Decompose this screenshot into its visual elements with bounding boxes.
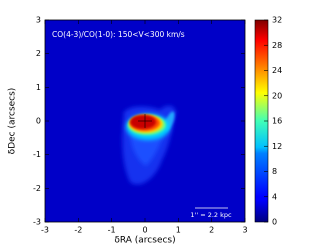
colorbar-tick-label: 16 — [272, 117, 282, 126]
y-axis-label: δDec (arcsecs) — [8, 88, 18, 155]
x-tick-label: -1 — [108, 226, 116, 235]
colorbar-tick-label: 28 — [272, 41, 282, 50]
x-tick-label: -3 — [41, 226, 49, 235]
y-tick-label: -3 — [33, 218, 41, 227]
x-tick-label: 2 — [209, 226, 214, 235]
x-tick-label: 1 — [176, 226, 181, 235]
x-tick-label: 0 — [142, 226, 147, 235]
y-tick-label: 0 — [36, 117, 41, 126]
colorbar-tick-label: 12 — [272, 142, 282, 151]
image — [45, 20, 245, 222]
colorbar-tick-label: 32 — [272, 16, 282, 25]
y-tick-label: -2 — [33, 184, 41, 193]
colorbar-tick-label: 0 — [272, 218, 277, 227]
y-tick-label: -1 — [33, 150, 41, 159]
scale-bar-label: 1'' = 2.2 kpc — [190, 211, 232, 219]
x-axis-label: δRA (arcsecs) — [114, 236, 175, 246]
x-tick-label: 3 — [242, 226, 247, 235]
x-tick-label: -2 — [74, 226, 82, 235]
y-tick-label: 1 — [36, 83, 41, 92]
colorbar-tick-label: 4 — [272, 192, 277, 201]
colorbar-tick-label: 8 — [272, 167, 277, 176]
chart-title: CO(4-3)/CO(1-0): 150<V<300 km/s — [52, 30, 185, 39]
y-tick-label: 3 — [36, 16, 41, 25]
colorbar-tick-label: 20 — [272, 91, 282, 100]
y-tick-label: 2 — [36, 49, 41, 58]
colorbar-tick-label: 24 — [272, 66, 282, 75]
